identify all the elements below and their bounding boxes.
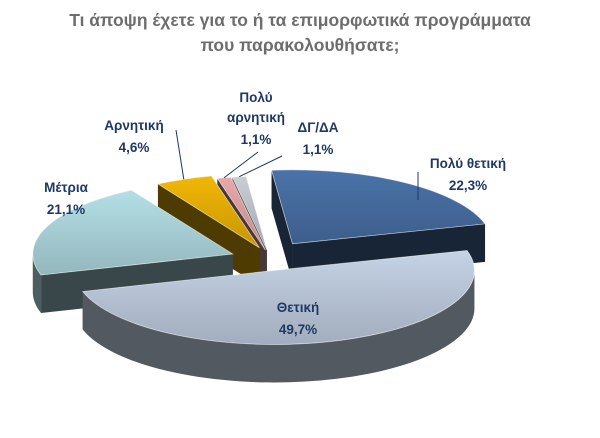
slice-5-value-label: 1,1% (241, 132, 272, 147)
chart-title-line-2: που παρακολουθήσατε; (200, 35, 400, 55)
slice-6-top (231, 176, 268, 251)
slice-1-wall-1 (271, 170, 293, 282)
slice-4-value-label: 4,6% (119, 140, 150, 155)
chart-title: Τι άποψη έχετε για το ή τα επιμορφωτικά … (0, 8, 600, 58)
slice-6-value-label: 1,1% (303, 142, 334, 157)
slice-2-value-label: 49,7% (279, 322, 317, 337)
pie-labels: Πολύ θετική 22,3% Θετική 49,7% Μέτρια 21,1% Αρ… (44, 90, 506, 337)
slice-6-leader (238, 155, 283, 178)
slice-1-top (271, 169, 486, 245)
slice-6-label: ΔΓ/ΔΑ (297, 120, 338, 135)
slice-3-value-label: 21,1% (47, 202, 85, 217)
slice-4-leader (175, 129, 185, 180)
slice-4-label: Αρνητική (104, 118, 163, 133)
slice-5-top (216, 176, 266, 251)
slice-2-top (81, 250, 475, 345)
slice-1-label: Πολύ θετική (430, 156, 506, 171)
slice-2-label: Θετική (277, 300, 319, 315)
slice-2-side (82, 270, 475, 383)
slice-1-value-label: 22,3% (449, 178, 487, 193)
slice-4-top (156, 175, 260, 249)
slice-3-side (32, 253, 42, 314)
slice-4-wall-1 (157, 183, 260, 286)
slice-5-label: Πολύ αρνητική (227, 90, 285, 125)
slice-3-label: Μέτρια (44, 180, 88, 195)
chart-title-line-1: Τι άποψη έχετε για το ή τα επιμορφωτικά … (69, 10, 531, 30)
slice-3-top (32, 189, 234, 276)
pie-tops (32, 169, 486, 345)
slice-5-leader (223, 151, 259, 179)
